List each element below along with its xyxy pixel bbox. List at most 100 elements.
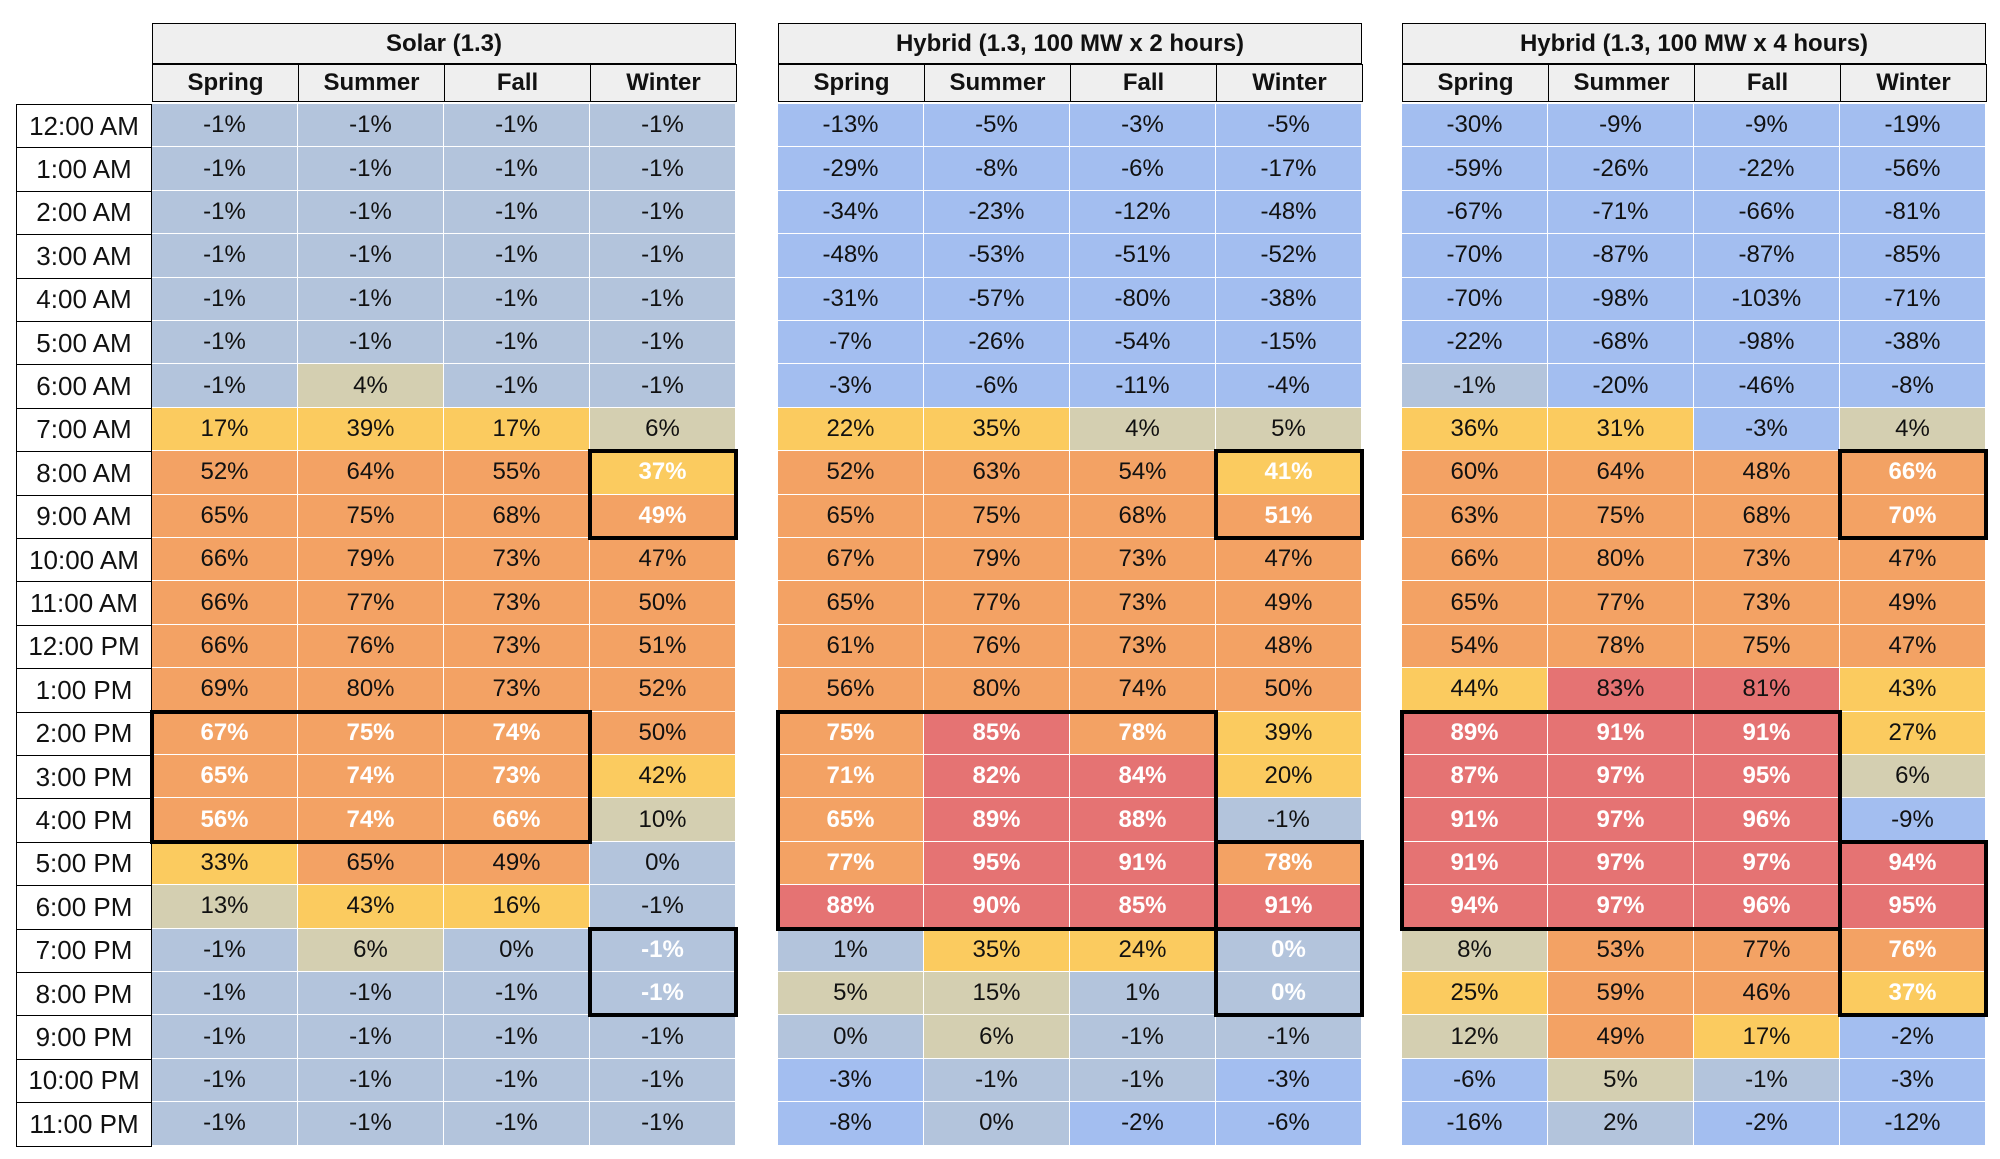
value-cell: -87% [1548,234,1694,278]
value-cell: -1% [444,1102,590,1146]
value-cell: 5% [1216,407,1362,452]
value-cell: -1% [152,104,298,148]
value-cell: -1% [298,972,444,1016]
value-cell: 12% [1402,1015,1548,1059]
value-cell: 4% [298,364,444,408]
value-cell: 6% [924,1015,1070,1059]
value-cell: -1% [1216,798,1362,842]
value-cell: 50% [590,581,736,625]
value-cell: 97% [1694,841,1840,886]
value-cell: 43% [1840,668,1986,712]
value-cell: -87% [1694,234,1840,278]
value-cell: -26% [924,321,1070,365]
value-cell: 59% [1548,972,1694,1016]
value-cell: 36% [1402,407,1548,452]
value-cell: -1% [152,277,298,321]
value-cell: 56% [152,798,298,842]
time-label: 10:00 PM [16,1058,152,1104]
time-label: 7:00 AM [16,407,152,453]
time-label: 12:00 AM [16,104,152,149]
time-label: 5:00 PM [16,841,152,887]
value-cell: 84% [1070,755,1216,799]
value-cell: 42% [590,755,736,799]
value-cell: 73% [444,581,590,625]
value-cell: 85% [924,711,1070,755]
value-cell: -71% [1840,277,1986,321]
value-cell: -1% [444,1015,590,1059]
time-label: 10:00 AM [16,538,152,583]
value-cell: -8% [778,1102,924,1146]
value-cell: 24% [1070,928,1216,972]
time-label: 1:00 AM [16,147,152,192]
season-header: Winter [1216,64,1363,102]
value-cell: 65% [778,798,924,842]
value-cell: -8% [1840,364,1986,408]
season-header: Summer [924,64,1071,102]
time-label: 8:00 PM [16,972,152,1017]
value-cell: 22% [778,407,924,452]
value-cell: 49% [1840,581,1986,625]
value-cell: -1% [1070,1015,1216,1059]
value-cell: 74% [1070,668,1216,712]
value-cell: 73% [444,668,590,712]
value-cell: 77% [1548,581,1694,625]
value-cell: 0% [1216,972,1362,1016]
value-cell: 88% [778,885,924,929]
value-cell: 52% [778,451,924,495]
value-cell: -6% [1070,147,1216,191]
value-cell: 74% [298,755,444,799]
value-cell: -98% [1548,277,1694,321]
value-cell: 17% [152,407,298,452]
value-cell: 53% [1548,928,1694,972]
season-header: Summer [298,64,445,102]
value-cell: 73% [444,624,590,669]
value-cell: 52% [152,451,298,495]
value-cell: -70% [1402,234,1548,278]
value-cell: 80% [298,668,444,712]
value-cell: 87% [1402,755,1548,799]
value-cell: -68% [1548,321,1694,365]
value-cell: -17% [1216,147,1362,191]
value-cell: -12% [1070,190,1216,235]
value-cell: -1% [298,321,444,365]
value-cell: 47% [1840,624,1986,669]
value-cell: -9% [1548,104,1694,148]
value-cell: 91% [1070,841,1216,886]
value-cell: 10% [590,798,736,842]
value-cell: -1% [298,1102,444,1146]
group-title: Solar (1.3) [152,23,736,64]
value-cell: 0% [924,1102,1070,1146]
value-cell: 2% [1548,1102,1694,1146]
value-cell: 65% [778,494,924,538]
value-cell: -1% [444,1058,590,1103]
value-cell: 77% [924,581,1070,625]
time-label: 9:00 AM [16,494,152,539]
value-cell: -1% [298,147,444,191]
value-cell: 91% [1402,798,1548,842]
value-cell: -34% [778,190,924,235]
value-cell: -1% [444,321,590,365]
value-cell: -13% [778,104,924,148]
value-cell: 0% [444,928,590,972]
value-cell: -103% [1694,277,1840,321]
value-cell: -71% [1548,190,1694,235]
value-cell: 48% [1216,624,1362,669]
value-cell: 82% [924,755,1070,799]
time-label: 8:00 AM [16,451,152,496]
value-cell: 56% [778,668,924,712]
season-header: Fall [1694,64,1841,102]
value-cell: 77% [1694,928,1840,972]
value-cell: -1% [298,277,444,321]
time-label: 3:00 PM [16,755,152,800]
value-cell: 46% [1694,972,1840,1016]
value-cell: -3% [1694,407,1840,452]
season-header: Spring [778,64,925,102]
value-cell: 33% [152,841,298,886]
value-cell: -22% [1694,147,1840,191]
value-cell: 67% [152,711,298,755]
value-cell: -57% [924,277,1070,321]
time-label: 12:00 PM [16,624,152,670]
value-cell: 5% [1548,1058,1694,1103]
value-cell: 97% [1548,885,1694,929]
value-cell: 97% [1548,755,1694,799]
